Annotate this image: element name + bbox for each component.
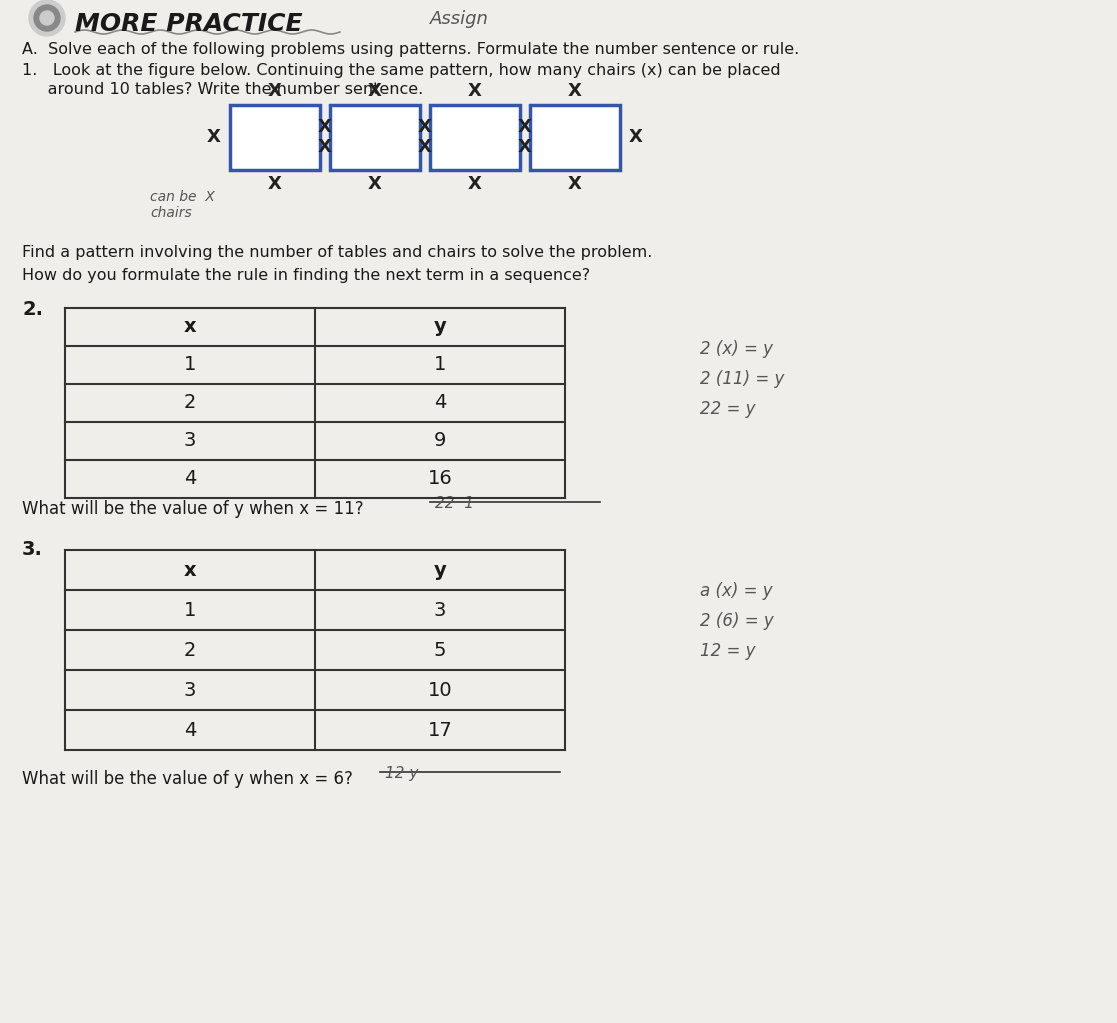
Text: What will be the value of y when x = 6?: What will be the value of y when x = 6? (22, 770, 353, 788)
Text: X: X (569, 175, 582, 193)
Text: 10: 10 (428, 680, 452, 700)
Text: 2: 2 (184, 640, 197, 660)
Text: X: X (569, 82, 582, 100)
Text: X: X (518, 138, 532, 157)
Text: y: y (433, 561, 447, 579)
Text: 3.: 3. (22, 540, 42, 559)
Text: 4: 4 (433, 394, 446, 412)
Text: 2.: 2. (22, 300, 42, 319)
Text: x: x (183, 561, 197, 579)
Bar (230, 105, 319, 170)
Text: 4: 4 (184, 720, 197, 740)
Text: 12 = y: 12 = y (700, 642, 755, 660)
Text: 3: 3 (433, 601, 446, 620)
Text: 1: 1 (184, 601, 197, 620)
Text: X: X (418, 138, 432, 157)
Text: How do you formulate the rule in finding the next term in a sequence?: How do you formulate the rule in finding… (22, 268, 590, 283)
Text: X: X (369, 175, 382, 193)
Bar (330, 105, 420, 170)
Text: 1: 1 (184, 356, 197, 374)
Text: Find a pattern involving the number of tables and chairs to solve the problem.: Find a pattern involving the number of t… (22, 244, 652, 260)
Text: 5: 5 (433, 640, 447, 660)
Text: a (x) = y: a (x) = y (700, 582, 773, 601)
Text: 3: 3 (184, 680, 197, 700)
Text: 2 (6) = y: 2 (6) = y (700, 612, 774, 630)
Text: 4: 4 (184, 470, 197, 489)
Circle shape (34, 5, 60, 31)
Text: X: X (207, 129, 221, 146)
Text: 1: 1 (433, 356, 446, 374)
Text: 3: 3 (184, 432, 197, 450)
Text: y: y (433, 317, 447, 337)
Text: X: X (268, 82, 281, 100)
Text: 16: 16 (428, 470, 452, 489)
Text: X: X (318, 119, 332, 136)
Text: 2: 2 (184, 394, 197, 412)
Text: can be  X: can be X (150, 190, 214, 204)
Text: 9: 9 (433, 432, 446, 450)
Circle shape (40, 11, 54, 25)
Text: 17: 17 (428, 720, 452, 740)
Text: 2 (11) = y: 2 (11) = y (700, 370, 784, 388)
Text: A.  Solve each of the following problems using patterns. Formulate the number se: A. Solve each of the following problems … (22, 42, 800, 57)
Text: Assign: Assign (430, 10, 489, 28)
Text: X: X (468, 82, 481, 100)
Circle shape (29, 0, 65, 36)
Bar (529, 105, 620, 170)
Text: What will be the value of y when x = 11?: What will be the value of y when x = 11? (22, 500, 364, 518)
Text: MORE PRACTICE: MORE PRACTICE (75, 12, 303, 36)
Text: X: X (468, 175, 481, 193)
Text: X: X (629, 129, 643, 146)
Text: 12 y: 12 y (385, 766, 419, 781)
Text: x: x (183, 317, 197, 337)
Text: X: X (369, 82, 382, 100)
Text: X: X (518, 119, 532, 136)
Text: X: X (268, 175, 281, 193)
Text: around 10 tables? Write the number sentence.: around 10 tables? Write the number sente… (22, 82, 423, 97)
Text: 22 = y: 22 = y (700, 400, 755, 418)
Text: 22  1: 22 1 (435, 496, 474, 512)
Text: chairs: chairs (150, 206, 192, 220)
Bar (430, 105, 521, 170)
Text: X: X (418, 119, 432, 136)
Text: X: X (318, 138, 332, 157)
Text: 2 (x) = y: 2 (x) = y (700, 340, 773, 358)
Text: 1.   Look at the figure below. Continuing the same pattern, how many chairs (x) : 1. Look at the figure below. Continuing … (22, 63, 781, 78)
